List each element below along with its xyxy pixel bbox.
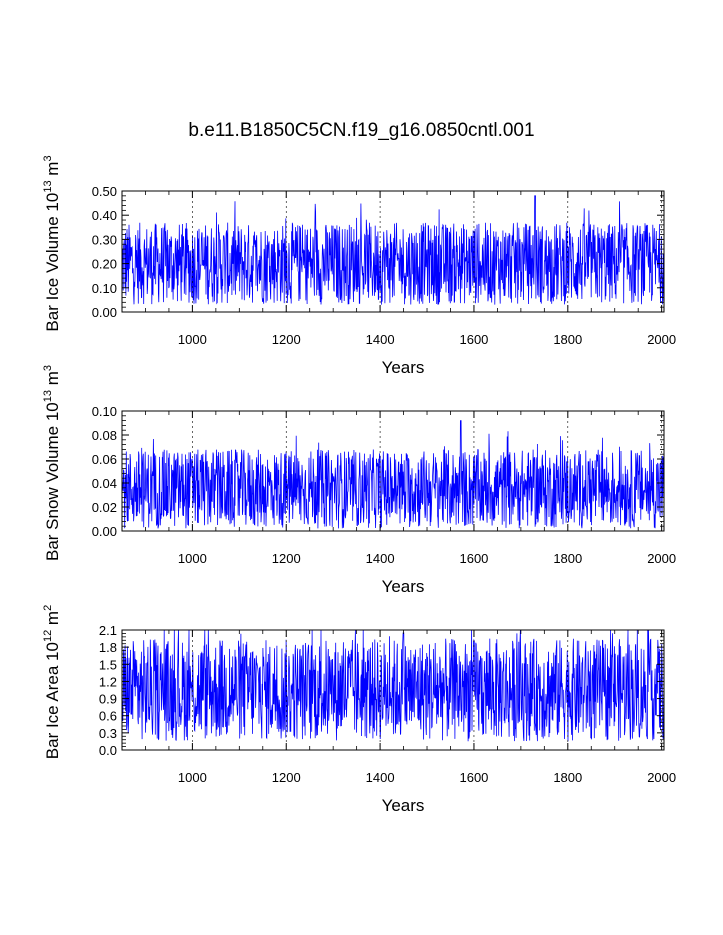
x-tick-label: 1400 (366, 770, 395, 785)
x-tick-label: 1800 (553, 770, 582, 785)
x-tick-label: 1800 (553, 551, 582, 566)
x-tick-label: 2000 (647, 770, 676, 785)
plot-frame (121, 190, 665, 313)
y-tick-label: 0.40 (92, 208, 117, 223)
x-tick-label: 1400 (366, 332, 395, 347)
x-tick-label: 2000 (647, 551, 676, 566)
y-tick-label: 1.2 (99, 674, 117, 689)
figure-title: b.e11.B1850C5CN.f19_g16.0850cntl.001 (188, 120, 535, 141)
y-label-text: Bar Ice Area 10 (43, 642, 62, 759)
y-label-exp: 12 (42, 630, 54, 642)
panel-ice-volume: 1000 1200 1400 1600 1800 2000 0.00 0.10 0.20 0.30… (42, 155, 676, 377)
x-tick-label: 1000 (178, 551, 207, 566)
y-axis-label: Bar Ice Volume 1013 m3 (42, 155, 62, 331)
x-tick-label: 1600 (459, 332, 488, 347)
x-tick-label: 1400 (366, 551, 395, 566)
x-tick-label: 1600 (459, 770, 488, 785)
y-tick-label: 0.50 (92, 184, 117, 199)
y-label-unit: m (43, 371, 62, 390)
y-tick-label: 0.00 (92, 305, 117, 320)
x-axis-label: Years (382, 577, 425, 596)
y-label-text: Bar Snow Volume 10 (43, 402, 62, 561)
series-line-ice-volume (121, 195, 665, 305)
y-tick-label: 0.00 (92, 524, 117, 539)
y-tick-label: 0.06 (92, 452, 117, 467)
plot-frame (121, 629, 665, 751)
x-tick-label: 1000 (178, 770, 207, 785)
y-tick-label: 1.5 (99, 657, 117, 672)
plot-frame (121, 410, 665, 532)
y-tick-label: 0.04 (92, 476, 117, 491)
x-tick-label: 1600 (459, 551, 488, 566)
series-line-ice-area (121, 629, 665, 742)
y-label-text: Bar Ice Volume 10 (43, 193, 62, 332)
y-tick-label: 0.0 (99, 743, 117, 758)
x-tick-label: 1800 (553, 332, 582, 347)
y-tick-label: 0.10 (92, 404, 117, 419)
y-tick-label: 0.3 (99, 726, 117, 741)
x-tick-label: 2000 (647, 332, 676, 347)
x-axis-label: Years (382, 796, 425, 815)
y-tick-label: 1.8 (99, 640, 117, 655)
y-tick-label: 0.02 (92, 500, 117, 515)
panel-snow-volume: 1000 1200 1400 1600 1800 2000 0.00 0.02 0.04 0.06… (42, 365, 676, 596)
y-tick-label: 2.1 (99, 623, 117, 638)
x-tick-label: 1200 (272, 551, 301, 566)
y-axis-label: Bar Snow Volume 1013 m3 (42, 365, 62, 561)
x-tick-label: 1200 (272, 332, 301, 347)
x-tick-label: 1000 (178, 332, 207, 347)
y-label-unit-exp: 2 (42, 605, 54, 611)
y-label-unit: m (43, 162, 62, 181)
series-line-snow-volume (121, 420, 665, 529)
x-tick-label: 1200 (272, 770, 301, 785)
y-tick-label: 0.20 (92, 257, 117, 272)
panel-ice-area: 1000 1200 1400 1600 1800 2000 0.0 0.3 0.6 0.9 1.2 1… (42, 605, 676, 815)
y-axis-label: Bar Ice Area 1012 m2 (42, 605, 62, 759)
y-tick-label: 0.10 (92, 281, 117, 296)
y-tick-label: 0.30 (92, 232, 117, 247)
y-label-unit-exp: 3 (42, 155, 54, 161)
y-tick-label: 0.6 (99, 709, 117, 724)
y-label-exp: 13 (42, 390, 54, 402)
y-label-exp: 13 (42, 180, 54, 192)
y-tick-label: 0.9 (99, 692, 117, 707)
y-label-unit: m (43, 611, 62, 630)
y-label-unit-exp: 3 (42, 365, 54, 371)
x-axis-label: Years (382, 358, 425, 377)
y-tick-label: 0.08 (92, 428, 117, 443)
